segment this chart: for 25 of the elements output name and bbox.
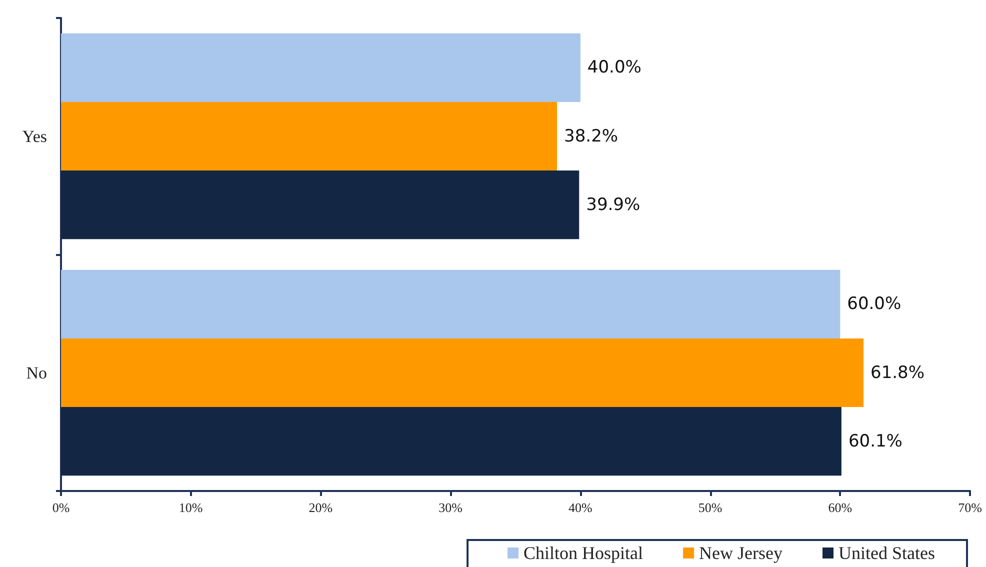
- x-tick-label: 50%: [698, 500, 722, 515]
- data-label: 39.9%: [586, 194, 640, 215]
- y-tick-label: Yes: [22, 126, 47, 146]
- x-tick-label: 10%: [178, 500, 203, 515]
- x-tick-label: 20%: [308, 500, 333, 515]
- data-label: 61.8%: [870, 362, 925, 383]
- data-label: 60.0%: [847, 294, 902, 314]
- legend-label: New Jersey: [699, 543, 783, 563]
- x-tick-label: 60%: [828, 500, 852, 515]
- x-tick-label: 30%: [438, 500, 463, 515]
- bar: [61, 170, 580, 240]
- bar: [61, 407, 842, 476]
- legend-label: Chilton Hospital: [524, 543, 644, 563]
- bar: [61, 270, 840, 338]
- bar: [61, 33, 580, 102]
- x-tick-label: 0%: [52, 500, 70, 515]
- bar: [61, 102, 558, 171]
- data-label: 60.1%: [848, 431, 902, 452]
- data-label: 38.2%: [564, 126, 618, 146]
- bar: [61, 338, 864, 408]
- y-tick-label: No: [26, 363, 47, 382]
- legend-label: United States: [838, 543, 936, 563]
- x-tick-label: 70%: [958, 500, 982, 515]
- x-tick-label: 40%: [568, 500, 593, 515]
- data-label: 40.0%: [587, 58, 642, 78]
